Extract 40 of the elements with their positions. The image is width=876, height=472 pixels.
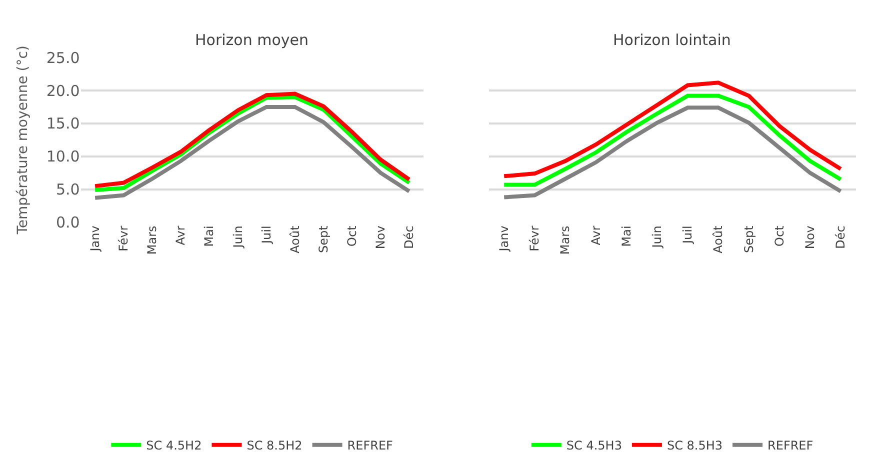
- line-series: [93, 104, 412, 200]
- y-tick-label: 20.0: [46, 82, 80, 100]
- legend-label: REFREF: [768, 438, 814, 453]
- legend-label: SC 4.5H2: [146, 438, 202, 453]
- x-tick-label: Oct: [345, 225, 360, 246]
- x-tick-label: Févr: [116, 226, 131, 252]
- y-tick-label: 25.0: [46, 48, 80, 67]
- x-tick-label: Avr: [588, 226, 603, 246]
- x-tick-label: Mai: [202, 226, 216, 247]
- x-tick-label: Juil: [259, 226, 274, 245]
- x-tick-label: Janv: [497, 226, 511, 252]
- y-axis-title: Température moyenne (°c): [14, 46, 31, 236]
- x-tick-label: Juil: [680, 226, 695, 245]
- legend-label: SC 4.5H3: [566, 438, 622, 453]
- y-tick-label: 10.0: [46, 148, 80, 166]
- x-tick-label: Déc: [834, 226, 848, 249]
- y-tick-label: 15.0: [46, 114, 80, 133]
- x-tick-label: Mai: [619, 226, 634, 247]
- x-tick-label: Nov: [374, 226, 388, 250]
- x-tick-label: Juin: [650, 226, 664, 249]
- x-tick-label: Sept: [316, 225, 330, 254]
- legend-label: SC 8.5H3: [666, 438, 723, 453]
- x-tick-label: Déc: [402, 226, 416, 249]
- x-tick-label: Mars: [558, 226, 572, 255]
- x-tick-label: Nov: [803, 226, 817, 250]
- legend-label: SC 8.5H2: [246, 438, 302, 453]
- x-tick-label: Août: [288, 225, 302, 254]
- x-tick-label: Août: [711, 225, 726, 254]
- x-tick-label: Janv: [88, 226, 102, 252]
- x-tick-label: Avr: [174, 226, 188, 246]
- x-tick-label: Sept: [742, 225, 756, 254]
- legend-label: REFREF: [347, 438, 394, 453]
- x-tick-label: Mars: [145, 226, 160, 255]
- y-tick-label: 5.0: [56, 180, 80, 199]
- y-tick-label: 0.0: [56, 214, 80, 232]
- chart-title: Horizon lointain: [613, 31, 731, 49]
- x-tick-label: Juin: [230, 226, 245, 249]
- x-tick-label: Oct: [772, 225, 786, 246]
- chart-title: Horizon moyen: [195, 31, 309, 49]
- x-tick-label: Févr: [528, 226, 542, 252]
